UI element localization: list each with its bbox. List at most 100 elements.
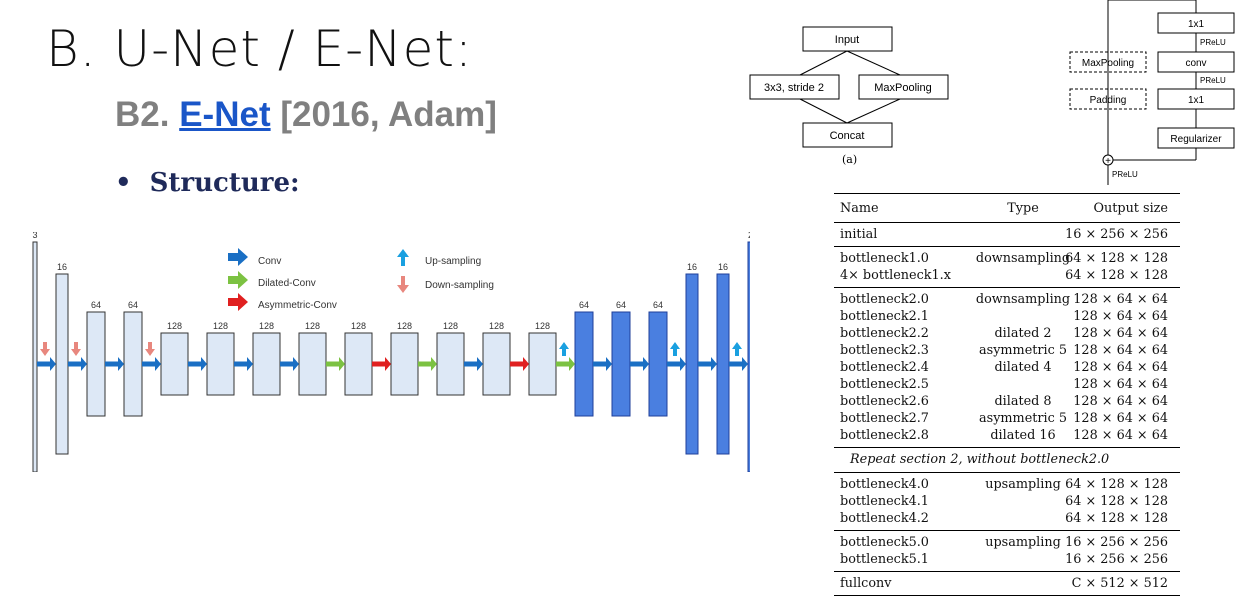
cell-output: 128 × 64 × 64 xyxy=(1073,309,1168,324)
legend-conv-arrow xyxy=(228,248,248,266)
cell-output: 64 × 128 × 128 xyxy=(1065,477,1168,492)
conv-arrow xyxy=(593,357,612,371)
layer-block xyxy=(436,332,465,396)
legend-conv-label: Conv xyxy=(258,256,281,267)
plus-label: + xyxy=(1105,156,1111,167)
cell-type: upsampling xyxy=(985,535,1061,550)
cell-name: fullconv xyxy=(840,576,892,591)
layer-block xyxy=(482,332,511,396)
conv-arrow xyxy=(729,357,748,371)
cell-type: asymmetric 5 xyxy=(979,411,1067,426)
layer-block xyxy=(32,241,38,472)
legend-dilated-arrow xyxy=(228,271,248,289)
layer-label: 128 xyxy=(213,321,228,331)
enet-link[interactable]: E-Net xyxy=(179,95,271,134)
cell-name: bottleneck5.0 xyxy=(840,535,929,550)
enet-block-diagrams: Input 3x3, stride 2 MaxPooling Concat (a… xyxy=(749,0,1235,185)
caption-a: (a) xyxy=(842,153,857,166)
up-sampling-marker xyxy=(670,342,680,356)
layer-label: 64 xyxy=(616,300,626,310)
cell-output: 64 × 128 × 128 xyxy=(1065,268,1168,283)
b1-label: 1x1 xyxy=(1188,19,1205,30)
conv-arrow xyxy=(464,357,483,371)
bullet-dot: • xyxy=(115,168,132,198)
conv-arrow xyxy=(68,357,87,371)
cell-output: 128 × 64 × 64 xyxy=(1073,326,1168,341)
slide-subtitle: B2. E-Net [2016, Adam] xyxy=(115,95,497,135)
layer-label: 64 xyxy=(579,300,589,310)
table-row: fullconv C × 512 × 512 xyxy=(834,575,1180,592)
table-body: initial 16 × 256 × 256 bottleneck1.0 downsa… xyxy=(834,223,1180,596)
layer-label: 128 xyxy=(443,321,458,331)
legend-down-label: Down-sampling xyxy=(425,280,494,291)
legend-dilated-label: Dilated-Conv xyxy=(258,278,316,289)
layer-block xyxy=(252,332,281,396)
layer-label: 128 xyxy=(535,321,550,331)
dilated-arrow xyxy=(326,357,345,371)
layer-label: 64 xyxy=(91,300,101,310)
cell-name: bottleneck4.1 xyxy=(840,494,929,509)
prelu1-label: PReLU xyxy=(1200,38,1226,47)
arch-layers: 3 16 64 64 128 128 128 128 128 128 128 128 128 64 64 64… xyxy=(32,232,750,472)
layer-block xyxy=(648,311,668,417)
layer-block xyxy=(574,311,594,417)
cell-name: bottleneck2.1 xyxy=(840,309,929,324)
cell-type: downsampling xyxy=(975,292,1071,307)
layer-block xyxy=(716,273,730,455)
legend-asym-label: Asymmetric-Conv xyxy=(258,300,337,311)
cell-type: dilated 8 xyxy=(994,394,1052,409)
table-section: Repeat section 2, without bottleneck2.0 xyxy=(834,448,1180,473)
table-row: bottleneck4.2 64 × 128 × 128 xyxy=(834,510,1180,527)
cell-type: downsampling xyxy=(975,251,1071,266)
edge-input-maxpool xyxy=(846,50,901,76)
prelu3-label: PReLU xyxy=(1112,170,1138,179)
cell-name: bottleneck2.7 xyxy=(840,411,929,426)
cell-name: bottleneck4.0 xyxy=(840,477,929,492)
layer-label: 128 xyxy=(397,321,412,331)
layer-block xyxy=(86,311,106,417)
table-row: initial 16 × 256 × 256 xyxy=(834,226,1180,243)
layer-block xyxy=(528,332,557,396)
table-row: bottleneck2.4 dilated 4 128 × 64 × 64 xyxy=(834,359,1180,376)
table-row: 4× bottleneck1.x 64 × 128 × 128 xyxy=(834,267,1180,284)
layer-label: 128 xyxy=(351,321,366,331)
cell-name: bottleneck4.2 xyxy=(840,511,929,526)
bullet-text: Structure: xyxy=(149,168,300,198)
header-name: Name xyxy=(840,201,879,216)
table-row: bottleneck5.0 upsampling 16 × 256 × 256 xyxy=(834,534,1180,551)
padding-label: Padding xyxy=(1090,95,1127,106)
layer-label: 128 xyxy=(305,321,320,331)
conv-arrow xyxy=(630,357,649,371)
b2-label: conv xyxy=(1185,58,1206,69)
layer-label: 128 xyxy=(167,321,182,331)
table-section: bottleneck1.0 downsampling 64 × 128 × 128 4… xyxy=(834,247,1180,288)
down-sampling-marker xyxy=(40,342,50,356)
table-section: bottleneck4.0 upsampling 64 × 128 × 128 bot… xyxy=(834,473,1180,531)
conv3-box xyxy=(749,74,840,100)
cell-output: 128 × 64 × 64 xyxy=(1073,428,1168,443)
layer-label: 16 xyxy=(687,262,697,272)
legend-down-arrow xyxy=(397,276,409,293)
cell-output: 128 × 64 × 64 xyxy=(1073,411,1168,426)
dilated-arrow xyxy=(418,357,437,371)
cell-output: 128 × 64 × 64 xyxy=(1073,292,1168,307)
cell-type: upsampling xyxy=(985,477,1061,492)
table-row: bottleneck4.1 64 × 128 × 128 xyxy=(834,493,1180,510)
cell-type: dilated 4 xyxy=(994,360,1052,375)
layer-label: 64 xyxy=(653,300,663,310)
subtitle-prefix: B2. xyxy=(115,95,180,134)
cell-type: dilated 16 xyxy=(990,428,1056,443)
layer-block xyxy=(685,273,699,455)
layer-label: 3 xyxy=(32,232,37,240)
cell-name: bottleneck2.8 xyxy=(840,428,929,443)
table-row: bottleneck1.0 downsampling 64 × 128 × 128 xyxy=(834,250,1180,267)
table-row: bottleneck5.1 16 × 256 × 256 xyxy=(834,551,1180,568)
table-row: bottleneck2.7 asymmetric 5 128 × 64 × 64 xyxy=(834,410,1180,427)
layer-block xyxy=(611,311,631,417)
conv-arrow xyxy=(37,357,56,371)
cell-output: 128 × 64 × 64 xyxy=(1073,377,1168,392)
table-row: bottleneck2.3 asymmetric 5 128 × 64 × 64 xyxy=(834,342,1180,359)
cell-name: bottleneck1.0 xyxy=(840,251,929,266)
layer-label: 128 xyxy=(259,321,274,331)
cell-name: bottleneck2.6 xyxy=(840,394,929,409)
